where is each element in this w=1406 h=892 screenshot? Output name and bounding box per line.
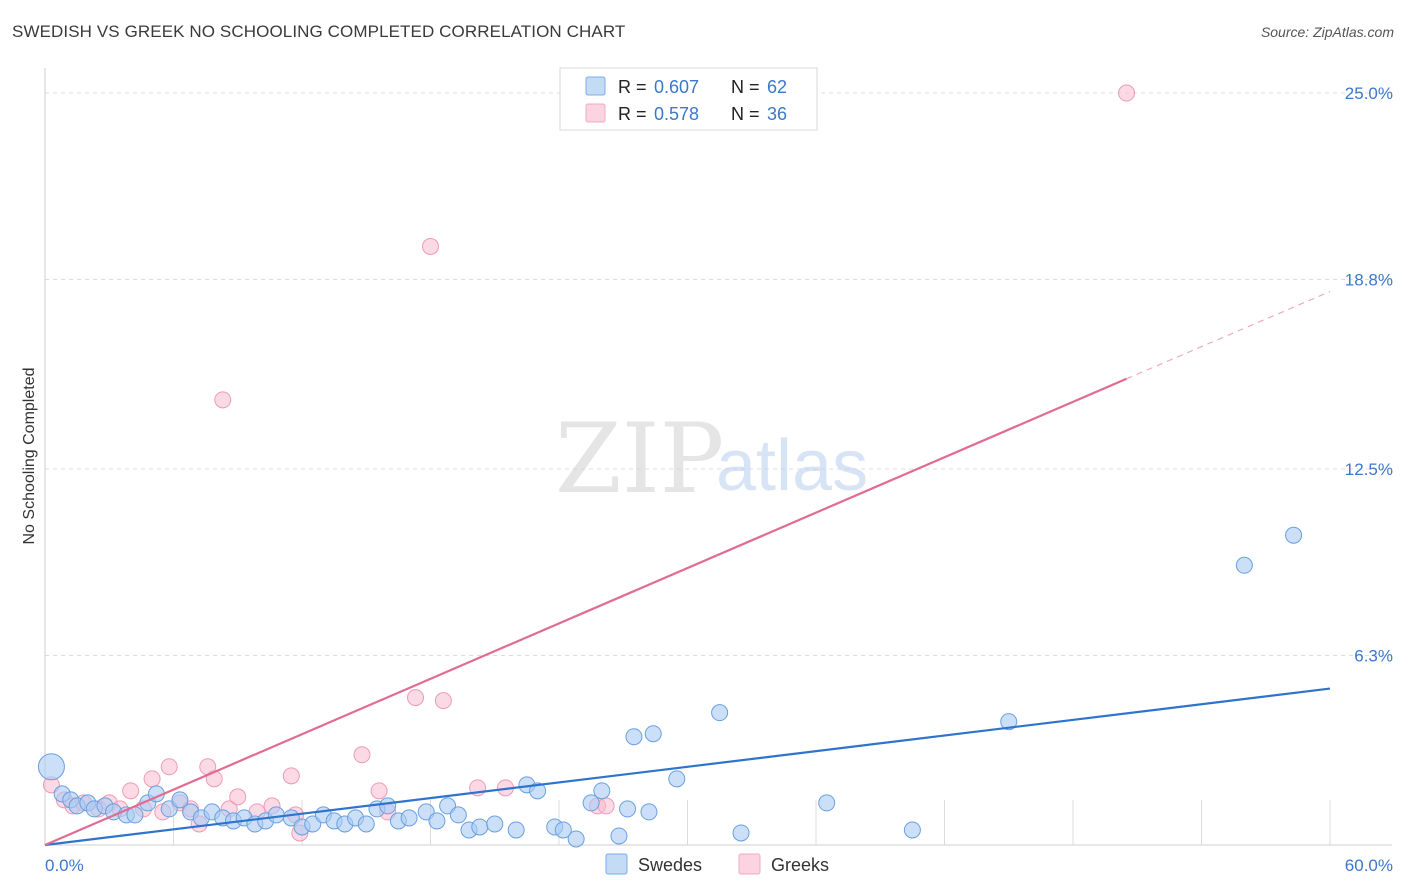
series-swedes [37,526,1303,848]
point-greeks [122,782,140,800]
legend-n-label-greeks: N = [731,104,760,124]
legend-n-label-swedes: N = [731,77,760,97]
point-swedes [529,782,547,800]
legend-r-label-swedes: R = [618,77,647,97]
watermark: ZIP atlas [555,403,868,515]
y-axis-label: No Schooling Completed [21,368,38,545]
point-swedes [732,824,750,842]
legend-bottom-label-swedes: Swedes [638,855,702,875]
point-swedes [37,753,65,781]
y-tick-label: 18.8% [1345,271,1393,290]
point-swedes [640,803,658,821]
legend-swatch-swedes [585,76,606,96]
point-swedes [567,830,585,848]
point-swedes [507,821,525,839]
point-swedes [428,812,446,830]
point-swedes [171,791,189,809]
legend-n-value-greeks: 36 [767,104,787,124]
point-swedes [644,725,662,743]
point-greeks [422,237,439,255]
y-tick-label: 25.0% [1345,84,1393,103]
point-swedes [1000,713,1018,731]
y-tick-label: 6.3% [1354,647,1393,666]
point-greeks [370,782,388,800]
legend-r-value-greeks: 0.578 [654,104,699,124]
point-swedes [903,821,921,839]
point-greeks [353,746,371,764]
watermark-zip: ZIP [555,403,724,515]
point-greeks [214,391,232,409]
point-greeks [1118,84,1136,102]
point-greeks [143,770,161,788]
point-greeks [597,797,615,815]
trend-lines [44,291,1331,847]
chart-title: SWEDISH VS GREEK NO SCHOOLING COMPLETED … [12,22,626,41]
point-swedes [818,794,836,812]
point-swedes [400,809,418,827]
point-swedes [449,806,467,824]
point-swedes [1285,526,1303,544]
point-swedes [582,794,600,812]
point-swedes [1235,556,1253,574]
point-swedes [471,818,489,836]
trend-line-greeks [44,377,1127,847]
trend-line-swedes [44,687,1331,847]
point-greeks [229,788,247,806]
y-tick-label: 12.5% [1345,460,1393,479]
x-tick-label: 60.0% [1345,856,1393,875]
point-swedes [619,800,637,818]
y-tick-labels: 6.3% 12.5% 18.8% 25.0% [1345,84,1393,665]
point-swedes [267,806,285,824]
point-greeks [407,689,425,707]
point-swedes [625,728,643,746]
watermark-atlas: atlas [716,426,868,506]
legend-n-value-swedes: 62 [767,77,787,97]
point-swedes [554,821,572,839]
point-swedes [610,827,628,845]
legend-stats: R = 0.607 N = 62 R = 0.578 N = 36 [559,67,818,131]
point-greeks [160,758,178,776]
legend-series: Swedes Greeks [605,853,829,875]
trend-line-greeks-extension [1126,291,1331,380]
legend-bottom-swatch-swedes [605,853,628,875]
grid-lines [44,92,1392,845]
point-greeks [282,767,300,785]
legend-bottom-label-greeks: Greeks [771,855,829,875]
point-swedes [711,704,729,722]
point-swedes [379,797,397,815]
legend-r-label-greeks: R = [618,104,647,124]
legend-r-value-swedes: 0.607 [654,77,699,97]
x-tick-labels: 0.0% 60.0% [45,856,1393,875]
source-credit: Source: ZipAtlas.com [1260,24,1394,40]
point-greeks [434,692,452,710]
point-swedes [593,782,611,800]
x-tick-label: 0.0% [45,856,84,875]
point-swedes [668,770,686,788]
legend-swatch-greeks [585,103,606,123]
legend-bottom-swatch-greeks [738,853,761,875]
point-swedes [486,815,504,833]
point-swedes [357,815,375,833]
axes [44,68,1392,846]
